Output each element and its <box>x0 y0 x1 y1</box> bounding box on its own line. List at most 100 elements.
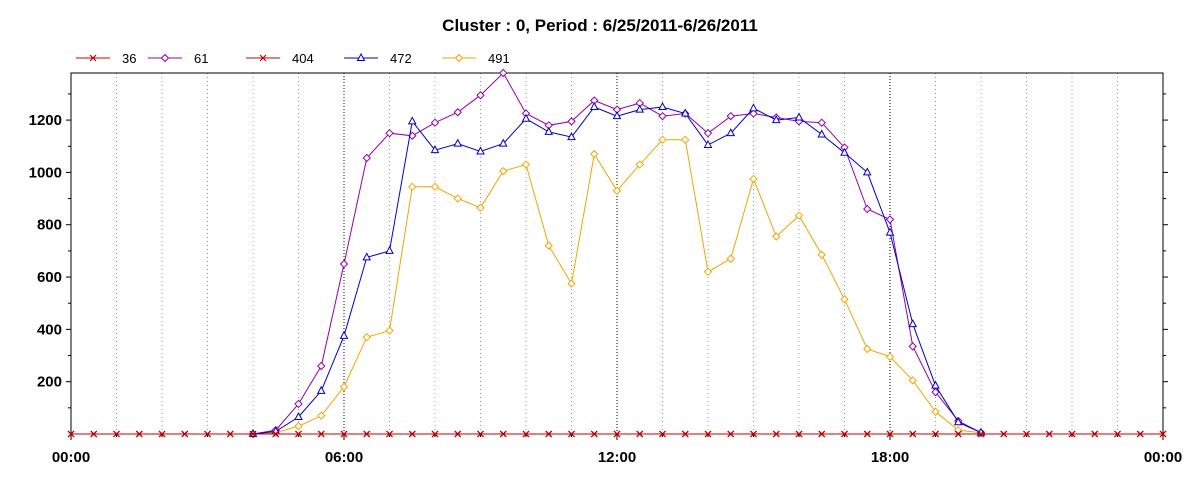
data-point <box>885 352 895 362</box>
data-point <box>840 147 849 156</box>
data-point <box>499 166 508 176</box>
data-point <box>886 430 894 438</box>
data-point <box>658 101 667 111</box>
data-point <box>931 380 940 389</box>
chart-title: Cluster : 0, Period : 6/25/2011-6/26/201… <box>442 16 758 35</box>
data-point <box>362 252 372 261</box>
data-point <box>339 382 349 392</box>
data-point <box>1045 430 1053 438</box>
data-point <box>317 361 326 371</box>
data-point <box>841 430 848 438</box>
data-point <box>1114 430 1121 438</box>
data-point <box>477 430 484 438</box>
data-point <box>544 241 553 250</box>
x-tick-label: 00:00 <box>1144 449 1182 466</box>
data-point <box>612 111 622 120</box>
data-point <box>499 68 508 78</box>
data-point <box>794 112 804 121</box>
data-point <box>249 430 257 438</box>
data-point <box>612 186 622 195</box>
data-point <box>226 430 234 438</box>
data-point <box>408 182 417 192</box>
series-layer <box>67 68 1167 439</box>
legend-item-404: 404 <box>246 51 314 66</box>
data-point <box>795 430 803 438</box>
data-point <box>613 430 621 438</box>
data-point <box>817 118 826 127</box>
data-point <box>385 326 394 335</box>
data-point <box>294 411 303 420</box>
y-axis: 200 400 600 800 1000 1200 <box>29 93 1168 409</box>
data-point <box>568 430 575 438</box>
data-point <box>204 430 211 438</box>
data-point <box>362 333 371 342</box>
data-point <box>817 250 826 260</box>
data-point <box>317 411 326 420</box>
data-point <box>772 430 780 438</box>
data-point <box>704 430 712 438</box>
legend-item-36: 36 <box>76 51 136 66</box>
data-point <box>885 215 895 224</box>
data-point <box>339 330 349 339</box>
data-point <box>1136 430 1144 438</box>
legend: 36 61 404 472 491 <box>76 51 510 66</box>
data-point <box>590 430 598 438</box>
y-tick-label: 200 <box>37 374 62 391</box>
data-point <box>272 430 280 438</box>
data-point <box>703 267 713 277</box>
legend-item-61: 61 <box>148 51 208 66</box>
legend-label: 472 <box>390 51 412 66</box>
data-point <box>1023 430 1030 438</box>
data-point <box>1159 430 1167 438</box>
data-point <box>658 135 667 144</box>
data-point <box>385 128 394 138</box>
y-tick-label: 1200 <box>29 112 62 129</box>
data-point <box>726 111 735 121</box>
data-point <box>363 430 371 438</box>
data-point <box>521 160 531 169</box>
legend-marker <box>356 52 366 61</box>
series-491 <box>248 135 986 439</box>
legend-item-491: 491 <box>442 51 510 66</box>
legend-marker <box>259 54 267 62</box>
data-point <box>635 104 645 113</box>
data-point <box>135 430 143 438</box>
data-point <box>908 376 917 385</box>
data-point <box>453 108 462 117</box>
legend-label: 491 <box>488 51 510 66</box>
data-point <box>863 430 871 438</box>
series-472 <box>248 101 986 437</box>
data-point <box>498 138 508 147</box>
data-point <box>67 430 75 438</box>
legend-marker <box>454 53 464 63</box>
data-point <box>749 174 758 184</box>
data-point <box>431 430 439 438</box>
data-point <box>1091 430 1099 438</box>
data-point <box>885 227 895 236</box>
data-point <box>863 344 872 354</box>
data-point <box>476 203 485 212</box>
data-point <box>749 103 758 112</box>
data-point <box>567 117 576 126</box>
legend-label: 404 <box>292 51 314 66</box>
data-point <box>1068 430 1076 438</box>
data-point <box>727 430 735 438</box>
data-point <box>794 211 804 220</box>
data-point <box>659 430 666 438</box>
data-point <box>544 126 554 135</box>
data-point <box>430 118 440 127</box>
x-tick-label: 18:00 <box>871 449 909 466</box>
data-point <box>181 430 189 438</box>
legend-label: 36 <box>122 51 136 66</box>
data-point <box>771 115 781 124</box>
data-point <box>454 430 462 438</box>
data-point <box>749 109 758 118</box>
y-tick-label: 400 <box>37 321 62 338</box>
data-point <box>294 399 303 409</box>
data-point <box>977 430 985 438</box>
series-line-472 <box>252 106 982 435</box>
data-point <box>954 430 962 438</box>
data-point <box>476 91 485 100</box>
x-tick-label: 00:00 <box>52 449 90 466</box>
data-point <box>316 385 326 394</box>
